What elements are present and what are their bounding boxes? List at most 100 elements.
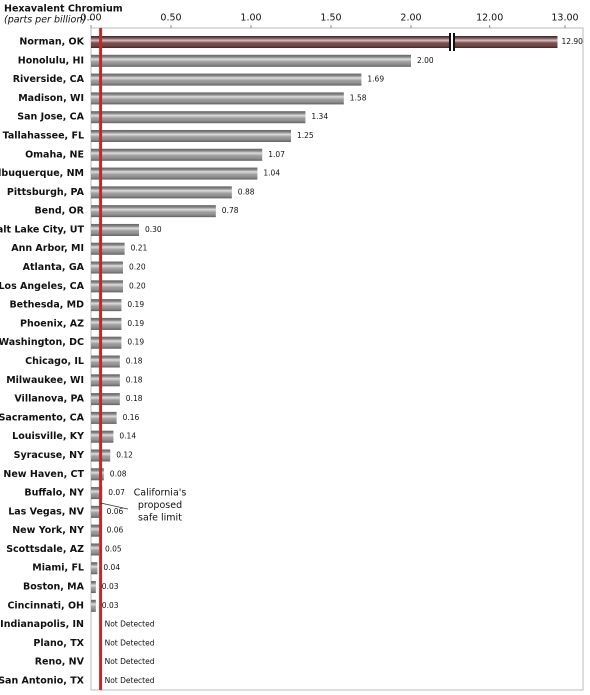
value-label: 0.18 bbox=[126, 375, 143, 384]
x-tick-label: 13.00 bbox=[551, 13, 578, 24]
bar-shine bbox=[91, 581, 96, 594]
value-label: 2.00 bbox=[417, 56, 434, 65]
bar-shine bbox=[91, 524, 101, 537]
category-label: Norman, OK bbox=[19, 37, 84, 48]
value-label: 0.16 bbox=[123, 413, 140, 422]
value-label: Not Detected bbox=[105, 638, 155, 647]
value-label: 1.04 bbox=[263, 169, 280, 178]
category-label: Indianapolis, IN bbox=[0, 619, 84, 630]
value-label: 0.06 bbox=[107, 526, 124, 535]
category-label: Albuquerque, NM bbox=[0, 168, 84, 179]
bar-shine bbox=[91, 505, 101, 518]
value-label: 12.90 bbox=[561, 37, 583, 46]
value-label: Not Detected bbox=[105, 657, 155, 666]
bar-shine bbox=[91, 92, 344, 105]
category-label: Honolulu, HI bbox=[18, 55, 84, 66]
bar-shine bbox=[91, 73, 362, 86]
category-label: Boston, MA bbox=[23, 582, 85, 593]
value-label: 0.18 bbox=[126, 357, 143, 366]
category-label: San Antonio, TX bbox=[0, 676, 85, 687]
annotation-text: California's bbox=[134, 488, 187, 499]
category-label: New York, NY bbox=[12, 525, 84, 536]
value-label: 0.78 bbox=[222, 206, 239, 215]
value-label: 0.18 bbox=[126, 394, 143, 403]
bar-shine bbox=[91, 186, 232, 199]
bar-shine bbox=[91, 223, 139, 236]
category-label: Washington, DC bbox=[0, 337, 84, 348]
value-label: 1.69 bbox=[367, 75, 384, 84]
bar-shine bbox=[91, 393, 120, 406]
annotation-leader bbox=[100, 502, 129, 510]
category-label: Villanova, PA bbox=[14, 394, 84, 405]
value-label: 0.20 bbox=[129, 281, 146, 290]
category-label: Reno, NV bbox=[35, 657, 85, 668]
category-label: Omaha, NE bbox=[25, 149, 84, 160]
axis-title: Hexavalent Chromium bbox=[4, 4, 123, 15]
value-label: 0.88 bbox=[238, 187, 255, 196]
bar-shine bbox=[91, 36, 558, 48]
x-tick-label: 1.00 bbox=[240, 13, 261, 24]
value-label: 1.07 bbox=[268, 150, 285, 159]
value-label: 0.21 bbox=[131, 244, 148, 253]
value-label: 0.05 bbox=[105, 544, 122, 553]
category-label: Louisville, KY bbox=[12, 431, 84, 442]
value-label: 0.03 bbox=[102, 601, 119, 610]
category-label: Miami, FL bbox=[32, 563, 84, 574]
bar-shine bbox=[91, 261, 123, 274]
annotation-text: safe limit bbox=[138, 513, 182, 524]
category-label: Phoenix, AZ bbox=[20, 318, 84, 329]
value-label: 0.19 bbox=[127, 300, 144, 309]
plot-frame bbox=[90, 27, 584, 691]
bar-shine bbox=[91, 355, 120, 368]
bar-shine bbox=[91, 336, 122, 349]
value-label: 0.04 bbox=[103, 563, 120, 572]
axis-break-gap bbox=[451, 33, 453, 51]
value-label: 1.58 bbox=[350, 93, 367, 102]
value-label: 0.08 bbox=[110, 469, 127, 478]
value-label: Not Detected bbox=[105, 676, 155, 685]
x-tick-label: 0.50 bbox=[160, 13, 181, 24]
value-label: 0.14 bbox=[119, 432, 136, 441]
x-tick-label: 0.00 bbox=[80, 13, 101, 24]
category-label: Scottsdale, AZ bbox=[6, 544, 84, 555]
bar-shine bbox=[91, 487, 103, 500]
bar-shine bbox=[91, 317, 122, 330]
category-label: Las Vegas, NV bbox=[8, 506, 84, 517]
value-label: 1.34 bbox=[311, 112, 328, 121]
category-label: Plano, TX bbox=[33, 638, 84, 649]
x-tick-label: 2.00 bbox=[400, 13, 421, 24]
category-label: San Jose, CA bbox=[17, 112, 84, 123]
bar-shine bbox=[91, 299, 122, 312]
category-label: Bethesda, MD bbox=[9, 300, 84, 311]
bar-shine bbox=[91, 205, 216, 218]
axis-break bbox=[453, 33, 455, 51]
annotation-text: proposed bbox=[138, 500, 182, 511]
value-label: 0.20 bbox=[129, 263, 146, 272]
category-label: Cincinnati, OH bbox=[7, 600, 84, 611]
bar-shine bbox=[91, 148, 263, 161]
bar-shine bbox=[91, 543, 99, 556]
category-label: Milwaukee, WI bbox=[6, 375, 84, 386]
category-label: Riverside, CA bbox=[13, 74, 85, 85]
value-label: 0.30 bbox=[145, 225, 162, 234]
bar-shine bbox=[91, 242, 125, 255]
bar-shine bbox=[91, 374, 120, 387]
value-label: 0.06 bbox=[107, 507, 124, 516]
bar-shine bbox=[91, 54, 411, 67]
bar-shine bbox=[91, 111, 306, 124]
bar-shine bbox=[91, 599, 96, 612]
x-tick-label: 1.50 bbox=[320, 13, 341, 24]
category-label: Tallahassee, FL bbox=[3, 130, 84, 141]
axis-unit: (parts per billion) - bbox=[4, 15, 93, 26]
value-label: 0.12 bbox=[116, 450, 133, 459]
value-label: 0.03 bbox=[102, 582, 119, 591]
category-label: Ann Arbor, MI bbox=[11, 243, 84, 254]
axis-break bbox=[449, 33, 451, 51]
category-label: Syracuse, NY bbox=[14, 450, 84, 461]
category-label: Bend, OR bbox=[34, 206, 84, 217]
bar-shine bbox=[91, 167, 258, 180]
value-label: 1.25 bbox=[297, 131, 314, 140]
value-label: Not Detected bbox=[105, 620, 155, 629]
value-label: 0.19 bbox=[127, 319, 144, 328]
